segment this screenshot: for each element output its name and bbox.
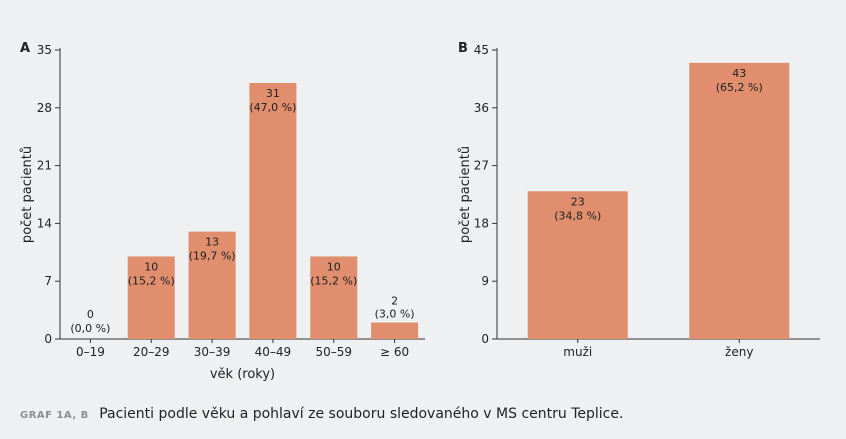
bar-percent-label-a: (3,0 %) — [375, 307, 415, 320]
caption-label: GRAF 1A, B — [20, 410, 89, 421]
x-tick-label-a: 0–19 — [76, 345, 105, 359]
panel-label-b: B — [458, 41, 468, 56]
y-tick-label-a: 35 — [37, 43, 52, 57]
y-tick-label-b: 9 — [481, 274, 489, 288]
y-tick-label-b: 27 — [474, 159, 489, 173]
bar-value-label-a: 2 — [391, 294, 398, 307]
bar-percent-label-a: (19,7 %) — [189, 250, 236, 263]
x-tick-label-a: 50–59 — [315, 345, 352, 359]
x-tick-label-a: 40–49 — [255, 345, 292, 359]
y-tick-label-a: 21 — [37, 159, 52, 173]
bar-b — [689, 62, 790, 339]
bar-percent-label-a: (15,2 %) — [310, 274, 357, 287]
y-tick-label-a: 0 — [44, 332, 52, 346]
caption-text: Pacienti podle věku a pohlaví ze souboru… — [99, 406, 624, 422]
x-axis-label-a: věk (roky) — [210, 367, 275, 382]
bar-value-label-a: 13 — [205, 236, 219, 249]
x-tick-label-a: 20–29 — [133, 345, 170, 359]
y-tick-label-a: 7 — [44, 274, 52, 288]
bar-a — [310, 256, 358, 339]
bar-b — [527, 191, 628, 339]
bar-value-label-a: 31 — [266, 87, 280, 100]
y-axis-label-b: počet pacientů — [458, 146, 473, 243]
bar-value-label-a: 10 — [144, 260, 158, 273]
bar-a — [127, 256, 175, 339]
bar-a — [371, 322, 419, 339]
bar-a — [249, 83, 297, 340]
bar-percent-label-a: (15,2 %) — [128, 274, 175, 287]
y-tick-label-b: 36 — [474, 101, 489, 115]
x-tick-label-a: ≥ 60 — [380, 345, 409, 359]
bar-value-label-b: 43 — [732, 67, 746, 80]
bar-value-label-a: 0 — [87, 308, 94, 321]
bar-percent-label-b: (34,8 %) — [554, 209, 601, 222]
y-tick-label-b: 45 — [474, 43, 489, 57]
bar-value-label-b: 23 — [571, 195, 585, 208]
bar-percent-label-b: (65,2 %) — [716, 81, 763, 94]
x-tick-label-a: 30–39 — [194, 345, 231, 359]
y-tick-label-a: 28 — [37, 101, 52, 115]
bar-percent-label-a: (47,0 %) — [249, 101, 296, 114]
bar-percent-label-a: (0,0 %) — [70, 322, 110, 335]
y-tick-label-b: 18 — [474, 216, 489, 230]
y-tick-label-b: 0 — [481, 332, 489, 346]
y-tick-label-a: 14 — [37, 216, 52, 230]
x-tick-label-b: ženy — [725, 345, 753, 359]
y-axis-label-a: počet pacientů — [20, 146, 35, 243]
panel-label-a: A — [20, 41, 30, 56]
figure-caption: GRAF 1A, B Pacienti podle věku a pohlaví… — [20, 406, 623, 422]
bar-value-label-a: 10 — [327, 260, 341, 273]
x-tick-label-b: muži — [563, 345, 592, 359]
bar-a — [188, 231, 236, 339]
